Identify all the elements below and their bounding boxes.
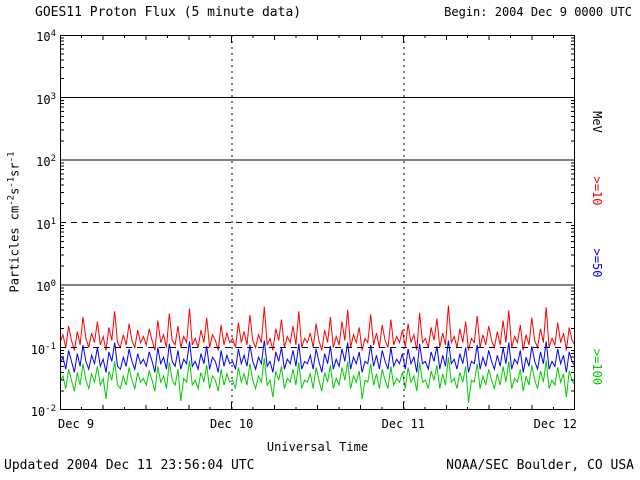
threshold-label-100: >=100 <box>590 348 604 386</box>
chart-title: GOES11 Proton Flux (5 minute data) <box>35 5 302 20</box>
threshold-label-MeV: MeV <box>590 111 604 133</box>
threshold-label-10: >=10 <box>590 176 604 206</box>
plot-area <box>60 35 575 410</box>
credit-label: NOAA/SEC Boulder, CO USA <box>446 458 634 473</box>
plot-frame <box>60 35 575 410</box>
begin-time-label: Begin: 2004 Dec 9 0000 UTC <box>444 5 632 19</box>
y-tick-label: 10-2 <box>30 404 56 419</box>
x-axis-label: Universal Time <box>266 440 369 454</box>
series-line-100 <box>60 357 575 403</box>
x-tick-label: Dec 11 <box>381 417 426 431</box>
y-tick-label: 100 <box>36 279 56 294</box>
series-line-50 <box>60 340 575 373</box>
x-tick-label: Dec 12 <box>533 417 577 431</box>
y-axis-label: Particles cm-2s-1sr-1 <box>6 151 22 293</box>
y-tick-label: 101 <box>36 216 56 232</box>
x-tick-label: Dec 10 <box>209 417 254 431</box>
y-tick-label: 10-1 <box>30 341 56 357</box>
series-line-10 <box>60 305 575 351</box>
updated-timestamp: Updated 2004 Dec 11 23:56:04 UTC <box>4 458 255 473</box>
x-tick-label: Dec 9 <box>58 417 95 431</box>
threshold-label-50: >=50 <box>590 248 604 278</box>
y-tick-label: 103 <box>36 91 56 107</box>
y-tick-label: 104 <box>36 29 56 44</box>
y-tick-label: 102 <box>36 154 56 169</box>
